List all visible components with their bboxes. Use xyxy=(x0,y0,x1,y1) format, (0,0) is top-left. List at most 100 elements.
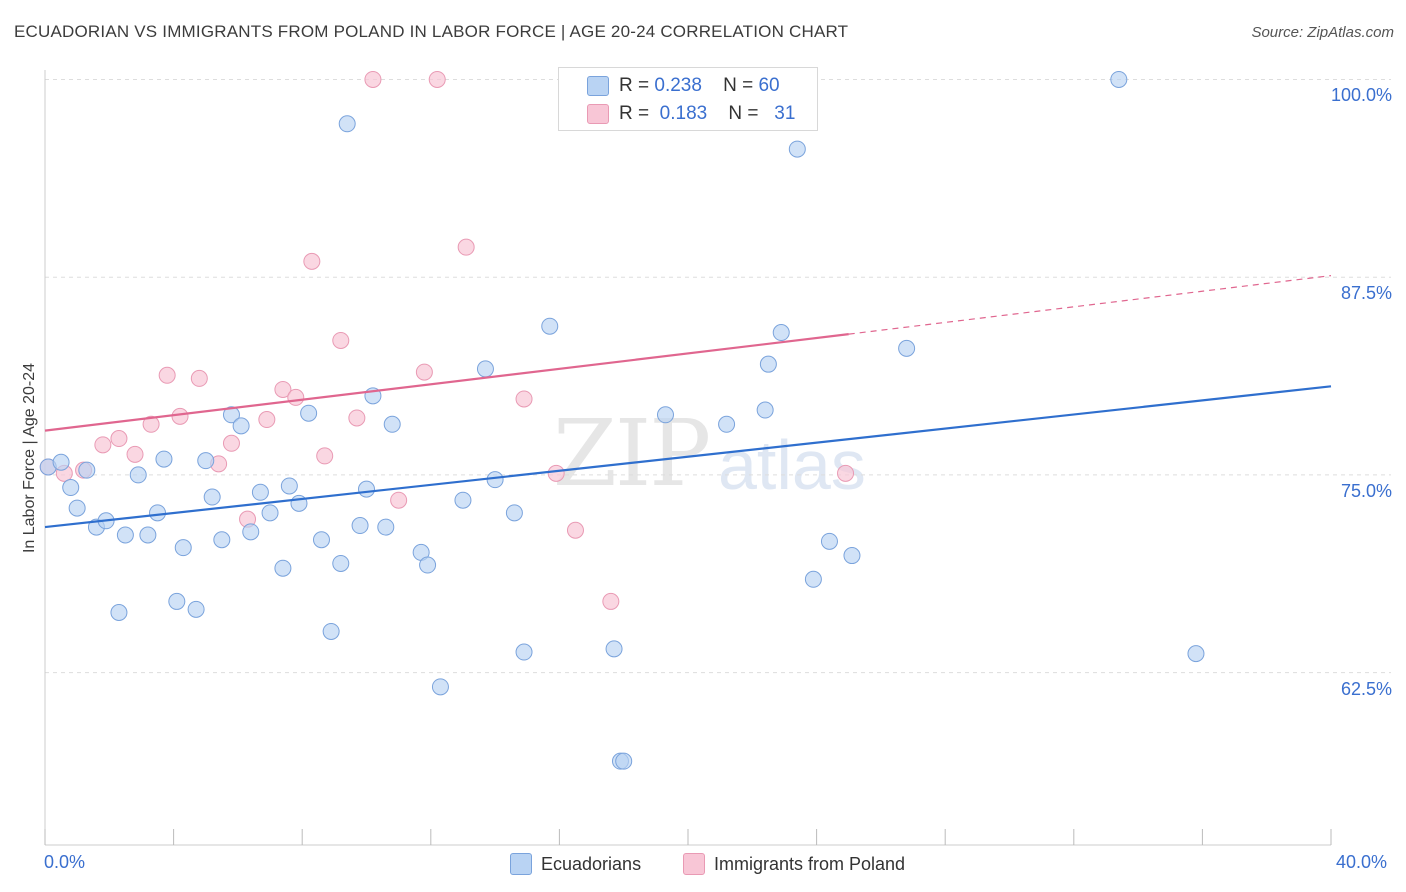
poland-point xyxy=(602,592,620,610)
poland-point xyxy=(287,388,305,406)
y-tick-label: 75.0% xyxy=(1340,480,1392,501)
ecuadorian-point xyxy=(656,406,674,424)
poland-point xyxy=(332,331,350,349)
poland-point xyxy=(547,464,565,482)
ecuadorian-point xyxy=(383,415,401,433)
legend-n-value: 31 xyxy=(774,103,796,124)
ecuadorian-point xyxy=(541,317,559,335)
poland-point xyxy=(126,445,144,463)
ecuadorian-point xyxy=(222,406,240,424)
ecuadorian-point xyxy=(129,466,147,484)
ecuadorian-point xyxy=(358,480,375,498)
poland-point xyxy=(258,411,276,429)
ecuadorian-point xyxy=(377,518,395,536)
poland-point xyxy=(274,380,292,398)
poland-point xyxy=(428,70,446,88)
ecuadorian-point xyxy=(300,404,318,422)
poland-trend-line xyxy=(44,333,849,432)
poland-point xyxy=(142,415,160,433)
ecuadorian-point xyxy=(351,517,369,535)
ecuadorian-point xyxy=(804,570,822,588)
ecuadorian-point xyxy=(454,491,472,509)
legend-row-ecuadorians: R = 0.238 N = 60 xyxy=(619,73,780,99)
ecuadorian-point xyxy=(505,504,523,522)
ecuadorian-point xyxy=(174,539,192,557)
ecuadorian-point xyxy=(261,504,279,522)
chart-source: Source: ZipAtlas.com xyxy=(1251,24,1394,41)
axis-layer xyxy=(44,70,1332,846)
y-tick-label: 62.5% xyxy=(1340,678,1392,699)
legend-r-value: 0.238 xyxy=(654,75,702,96)
ecuadorian-point xyxy=(759,355,777,373)
ecuadorian-points xyxy=(39,70,1205,770)
ecuadorian-point xyxy=(486,471,504,489)
ecuadorian-point xyxy=(419,556,437,574)
poland-point xyxy=(110,430,128,448)
ecuadorian-point xyxy=(116,526,134,544)
poland-point xyxy=(515,390,533,408)
ecuadorian-point xyxy=(62,479,80,497)
poland-point xyxy=(171,407,189,425)
bottom-legend-poland: Immigrants from Poland xyxy=(683,852,905,876)
ecuadorian-point xyxy=(168,592,186,610)
ecuadorian-point xyxy=(110,604,128,621)
legend-r-label: R = xyxy=(619,75,650,96)
ecuadorian-point xyxy=(251,483,269,501)
ecuadorian-point xyxy=(1187,645,1205,663)
ecuadorian-point xyxy=(197,452,215,470)
x-tick-label-max: 40.0% xyxy=(1336,852,1388,872)
ecuadorian-point xyxy=(605,640,623,658)
ecuadorian-point xyxy=(68,499,86,517)
poland-point xyxy=(316,447,334,465)
ecuadorian-point xyxy=(431,678,449,696)
bottom-legend-ecuadorians: Ecuadorians xyxy=(510,852,641,876)
chart-title: ECUADORIAN VS IMMIGRANTS FROM POLAND IN … xyxy=(14,22,849,41)
ecuadorian-point xyxy=(242,523,260,541)
legend-r-label: R = xyxy=(619,103,650,124)
legend-row-poland: R = 0.183 N = 31 xyxy=(619,101,795,127)
legend-n-value: 60 xyxy=(758,75,780,96)
legend-n-label: N = xyxy=(723,75,754,96)
ecuadorian-point xyxy=(187,600,205,618)
x-tick-label-min: 0.0% xyxy=(44,852,86,872)
ecuadorian-point xyxy=(338,115,356,133)
poland-point xyxy=(415,363,433,381)
poland-point xyxy=(190,369,208,387)
poland-point xyxy=(566,521,584,539)
legend-swatch-pink xyxy=(587,104,609,124)
ecuadorian-point xyxy=(615,752,633,770)
ecuadorian-point xyxy=(280,477,298,495)
legend-swatch-blue xyxy=(587,76,609,96)
poland-point xyxy=(390,491,408,509)
ecuadorian-point xyxy=(203,488,221,506)
ecuadorian-point xyxy=(772,324,790,342)
bottom-legend-swatch-blue xyxy=(510,853,532,875)
ecuadorian-point xyxy=(155,450,173,468)
ecuadorian-point xyxy=(52,453,70,471)
ecuadorian-point xyxy=(78,461,96,479)
ecuadorian-point xyxy=(820,532,838,550)
poland-points xyxy=(39,70,855,610)
bottom-legend-swatch-pink xyxy=(683,853,705,875)
stats-legend: R = 0.238 N = 60 R = 0.183 N = 31 xyxy=(558,67,818,131)
y-tick-label: 100.0% xyxy=(1330,85,1392,106)
bottom-legend-label: Ecuadorians xyxy=(541,853,642,874)
ecuadorian-point xyxy=(898,339,916,357)
ecuadorian-point xyxy=(843,547,861,565)
watermark-zip: ZIP xyxy=(553,400,711,507)
bottom-legend-label: Immigrants from Poland xyxy=(714,853,906,874)
ecuadorian-point xyxy=(788,140,806,158)
legend-r-value: 0.183 xyxy=(659,103,708,124)
ecuadorian-point xyxy=(756,401,774,419)
poland-point xyxy=(222,434,240,452)
ecuadorian-point xyxy=(1110,70,1128,88)
ecuadorian-point xyxy=(149,504,167,522)
poland-point xyxy=(303,252,321,270)
poland-point xyxy=(837,464,855,482)
poland-point xyxy=(94,436,112,454)
ecuadorian-point xyxy=(312,531,330,549)
ecuadorian-point xyxy=(515,643,533,661)
poland-point xyxy=(457,238,475,256)
poland-point xyxy=(348,409,366,427)
